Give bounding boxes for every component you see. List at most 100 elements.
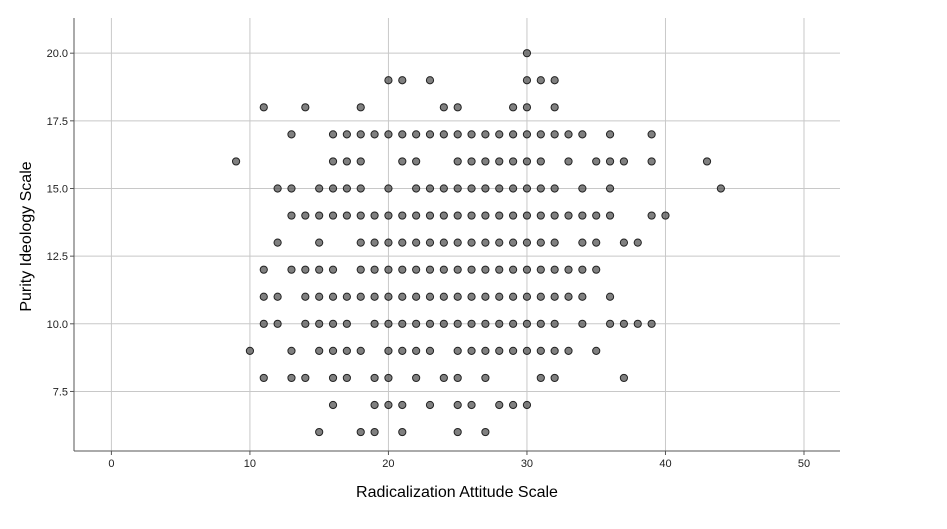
data-point xyxy=(412,211,421,220)
data-point xyxy=(439,130,448,139)
data-point xyxy=(522,103,532,112)
data-point xyxy=(619,319,629,328)
data-point xyxy=(328,400,338,410)
data-point xyxy=(508,157,518,166)
data-point xyxy=(481,211,490,220)
data-point xyxy=(273,184,282,193)
data-point xyxy=(481,238,490,247)
data-point xyxy=(467,238,476,247)
data-point xyxy=(495,265,504,274)
data-point xyxy=(550,184,559,193)
data-point xyxy=(315,265,324,274)
data-point xyxy=(273,292,282,301)
data-point xyxy=(661,211,670,220)
data-point xyxy=(564,265,573,274)
data-point xyxy=(398,76,407,85)
data-point xyxy=(592,346,601,355)
data-point xyxy=(342,319,351,328)
data-point xyxy=(384,265,393,274)
data-point xyxy=(453,265,462,274)
data-point xyxy=(384,346,393,355)
data-point xyxy=(439,211,448,220)
x-tick-label: 10 xyxy=(244,458,256,470)
data-point xyxy=(231,157,241,166)
data-point xyxy=(508,238,518,247)
data-point xyxy=(564,292,573,301)
data-point xyxy=(550,346,559,355)
data-point xyxy=(356,184,365,193)
data-point xyxy=(356,157,365,166)
data-point xyxy=(342,130,351,139)
data-point xyxy=(439,373,448,383)
data-point xyxy=(467,130,476,139)
data-point xyxy=(633,319,642,328)
data-point xyxy=(315,319,324,328)
data-point xyxy=(356,130,365,139)
data-point xyxy=(467,346,476,355)
data-point xyxy=(578,184,587,193)
data-point xyxy=(398,238,407,247)
data-point xyxy=(328,211,338,220)
data-point xyxy=(508,184,518,193)
x-tick-label: 20 xyxy=(382,458,394,470)
data-point xyxy=(259,373,268,383)
data-point xyxy=(425,130,435,139)
data-point xyxy=(412,157,421,166)
data-point xyxy=(384,211,393,220)
data-point xyxy=(453,400,462,410)
data-point xyxy=(384,319,393,328)
data-point xyxy=(356,103,365,112)
data-point xyxy=(453,211,462,220)
data-point xyxy=(356,346,365,355)
data-point xyxy=(536,292,545,301)
data-point xyxy=(647,130,656,139)
data-point xyxy=(564,130,573,139)
data-point xyxy=(398,211,407,220)
data-point xyxy=(425,211,435,220)
data-point xyxy=(508,103,518,112)
data-point xyxy=(578,292,587,301)
x-tick-label: 50 xyxy=(798,458,810,470)
data-point xyxy=(425,265,435,274)
data-point xyxy=(398,400,407,410)
data-point xyxy=(370,373,379,383)
data-point xyxy=(439,184,448,193)
data-point xyxy=(605,130,615,139)
data-point xyxy=(412,319,421,328)
data-point xyxy=(605,292,615,301)
data-point xyxy=(328,346,338,355)
data-point xyxy=(647,211,656,220)
data-point xyxy=(356,211,365,220)
data-point xyxy=(342,211,351,220)
data-point xyxy=(481,427,490,437)
data-point xyxy=(328,319,338,328)
data-point xyxy=(578,238,587,247)
data-point xyxy=(384,76,393,85)
data-point xyxy=(398,265,407,274)
data-point xyxy=(370,292,379,301)
data-point xyxy=(550,103,559,112)
data-point xyxy=(439,238,448,247)
data-point xyxy=(425,238,435,247)
data-point xyxy=(536,211,545,220)
data-point xyxy=(384,373,393,383)
data-point xyxy=(481,265,490,274)
data-point xyxy=(259,103,268,112)
data-point xyxy=(508,346,518,355)
x-tick-label: 30 xyxy=(521,458,533,470)
data-point xyxy=(356,427,365,437)
data-point xyxy=(370,319,379,328)
y-tick-label: 20.0 xyxy=(47,48,68,60)
data-point xyxy=(495,130,504,139)
data-point xyxy=(495,319,504,328)
data-point xyxy=(522,130,532,139)
data-point xyxy=(578,265,587,274)
data-point xyxy=(412,292,421,301)
data-point xyxy=(425,184,435,193)
data-point xyxy=(301,292,310,301)
data-point xyxy=(495,211,504,220)
data-point xyxy=(508,292,518,301)
data-point xyxy=(522,400,532,410)
data-point xyxy=(384,400,393,410)
data-point xyxy=(287,373,296,383)
